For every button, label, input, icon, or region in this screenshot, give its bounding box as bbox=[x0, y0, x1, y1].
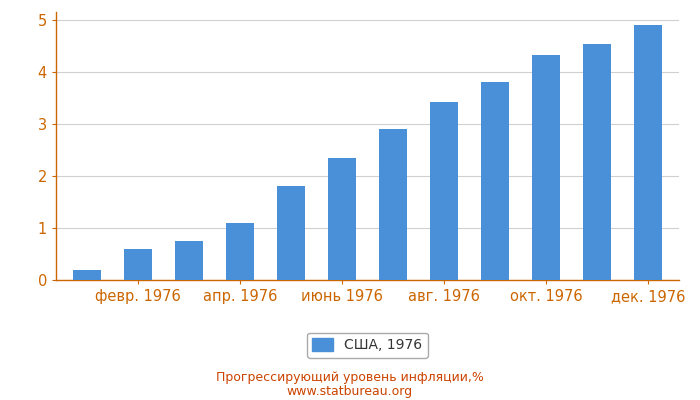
Bar bbox=[634, 25, 662, 280]
Bar bbox=[430, 102, 458, 280]
Bar bbox=[124, 249, 152, 280]
Bar bbox=[328, 158, 356, 280]
Bar bbox=[583, 44, 611, 280]
Bar bbox=[226, 223, 254, 280]
Text: Прогрессирующий уровень инфляции,%: Прогрессирующий уровень инфляции,% bbox=[216, 372, 484, 384]
Bar bbox=[379, 128, 407, 280]
Bar bbox=[175, 242, 203, 280]
Text: www.statbureau.org: www.statbureau.org bbox=[287, 386, 413, 398]
Bar bbox=[277, 186, 305, 280]
Bar bbox=[532, 55, 560, 280]
Legend: США, 1976: США, 1976 bbox=[307, 332, 428, 358]
Bar bbox=[73, 270, 101, 280]
Bar bbox=[481, 82, 509, 280]
